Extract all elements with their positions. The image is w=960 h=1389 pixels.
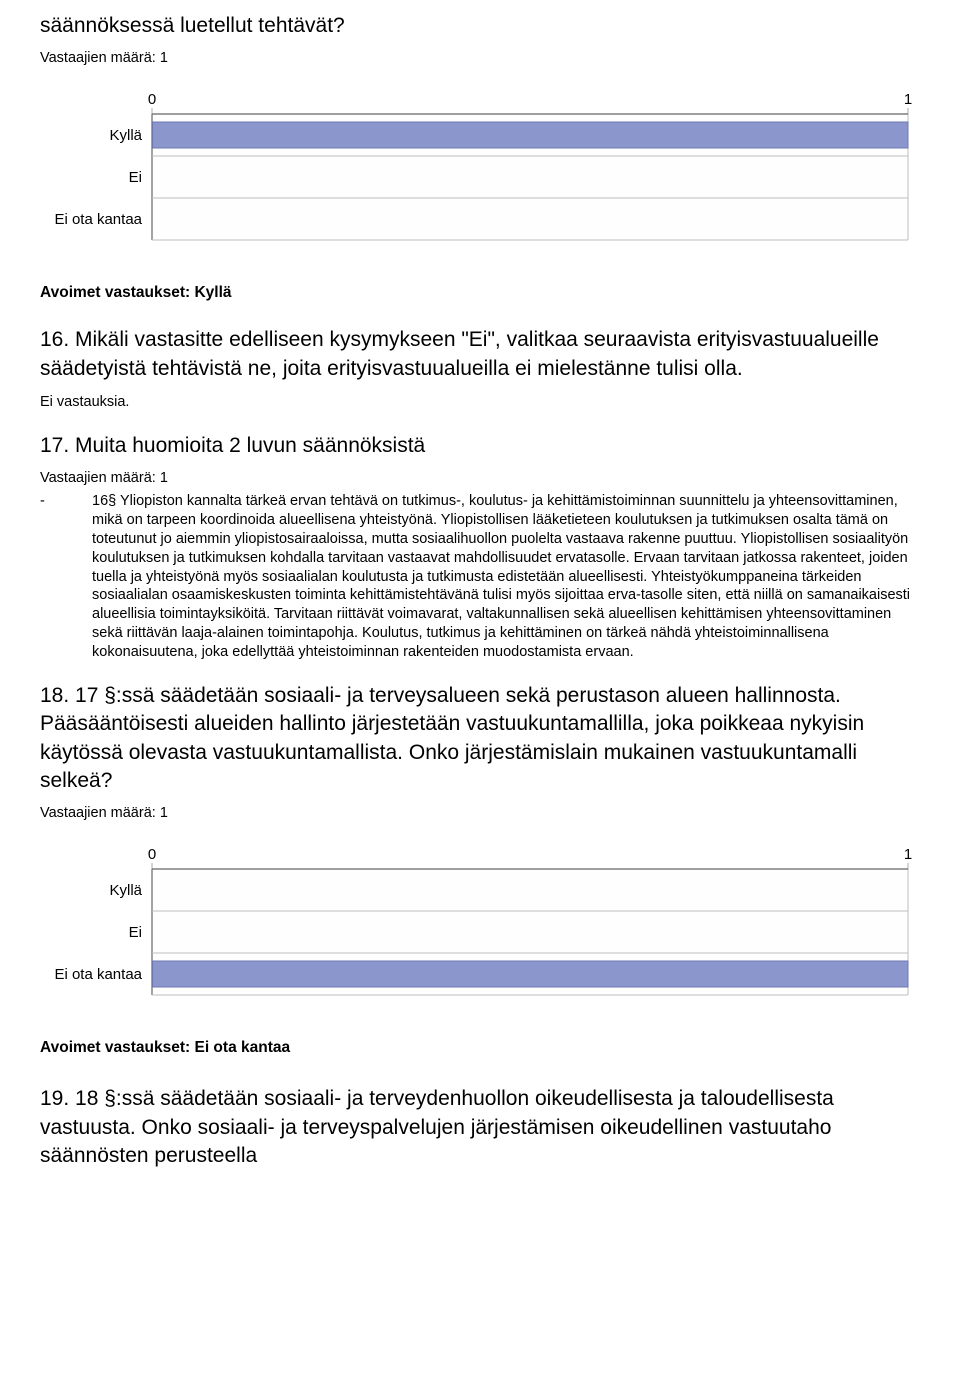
q15-respondent-count: Vastaajien määrä: 1 xyxy=(40,50,920,66)
q17-title: 17. Muita huomioita 2 luvun säännöksistä xyxy=(40,432,920,460)
svg-text:Kyllä: Kyllä xyxy=(109,127,142,144)
q17-response-text: 16§ Yliopiston kannalta tärkeä ervan teh… xyxy=(92,492,920,662)
open-answers-kylla-heading: Avoimet vastaukset: Kyllä xyxy=(40,284,920,302)
q17-response-row: - 16§ Yliopiston kannalta tärkeä ervan t… xyxy=(40,492,920,662)
q15-title-fragment: säännöksessä luetellut tehtävät? xyxy=(40,12,920,40)
q17-respondent-count: Vastaajien määrä: 1 xyxy=(40,470,920,486)
svg-text:Ei: Ei xyxy=(129,169,142,186)
svg-text:Kyllä: Kyllä xyxy=(109,882,142,899)
open-answers-eiota-heading: Avoimet vastaukset: Ei ota kantaa xyxy=(40,1039,920,1057)
bullet-dash: - xyxy=(40,492,92,662)
q16-no-answers: Ei vastauksia. xyxy=(40,393,920,412)
svg-text:Ei: Ei xyxy=(129,924,142,941)
chart-q15: 0 1 Kyllä Ei Ei ota kantaa xyxy=(40,84,920,256)
chart-q15-svg: 0 1 Kyllä Ei Ei ota kantaa xyxy=(40,84,920,256)
q19-title: 19. 18 §:ssä säädetään sosiaali- ja terv… xyxy=(40,1085,920,1170)
svg-text:0: 0 xyxy=(148,91,156,108)
svg-text:1: 1 xyxy=(904,846,912,863)
q18-title: 18. 17 §:ssä säädetään sosiaali- ja terv… xyxy=(40,682,920,795)
chart-q18-svg: 0 1 Kyllä Ei Ei ota kantaa xyxy=(40,839,920,1011)
svg-text:1: 1 xyxy=(904,91,912,108)
q18-respondent-count: Vastaajien määrä: 1 xyxy=(40,805,920,821)
svg-text:Ei ota kantaa: Ei ota kantaa xyxy=(54,966,142,983)
svg-text:0: 0 xyxy=(148,846,156,863)
chart-q18: 0 1 Kyllä Ei Ei ota kantaa xyxy=(40,839,920,1011)
svg-text:Ei ota kantaa: Ei ota kantaa xyxy=(54,211,142,228)
q16-title: 16. Mikäli vastasitte edelliseen kysymyk… xyxy=(40,326,920,383)
